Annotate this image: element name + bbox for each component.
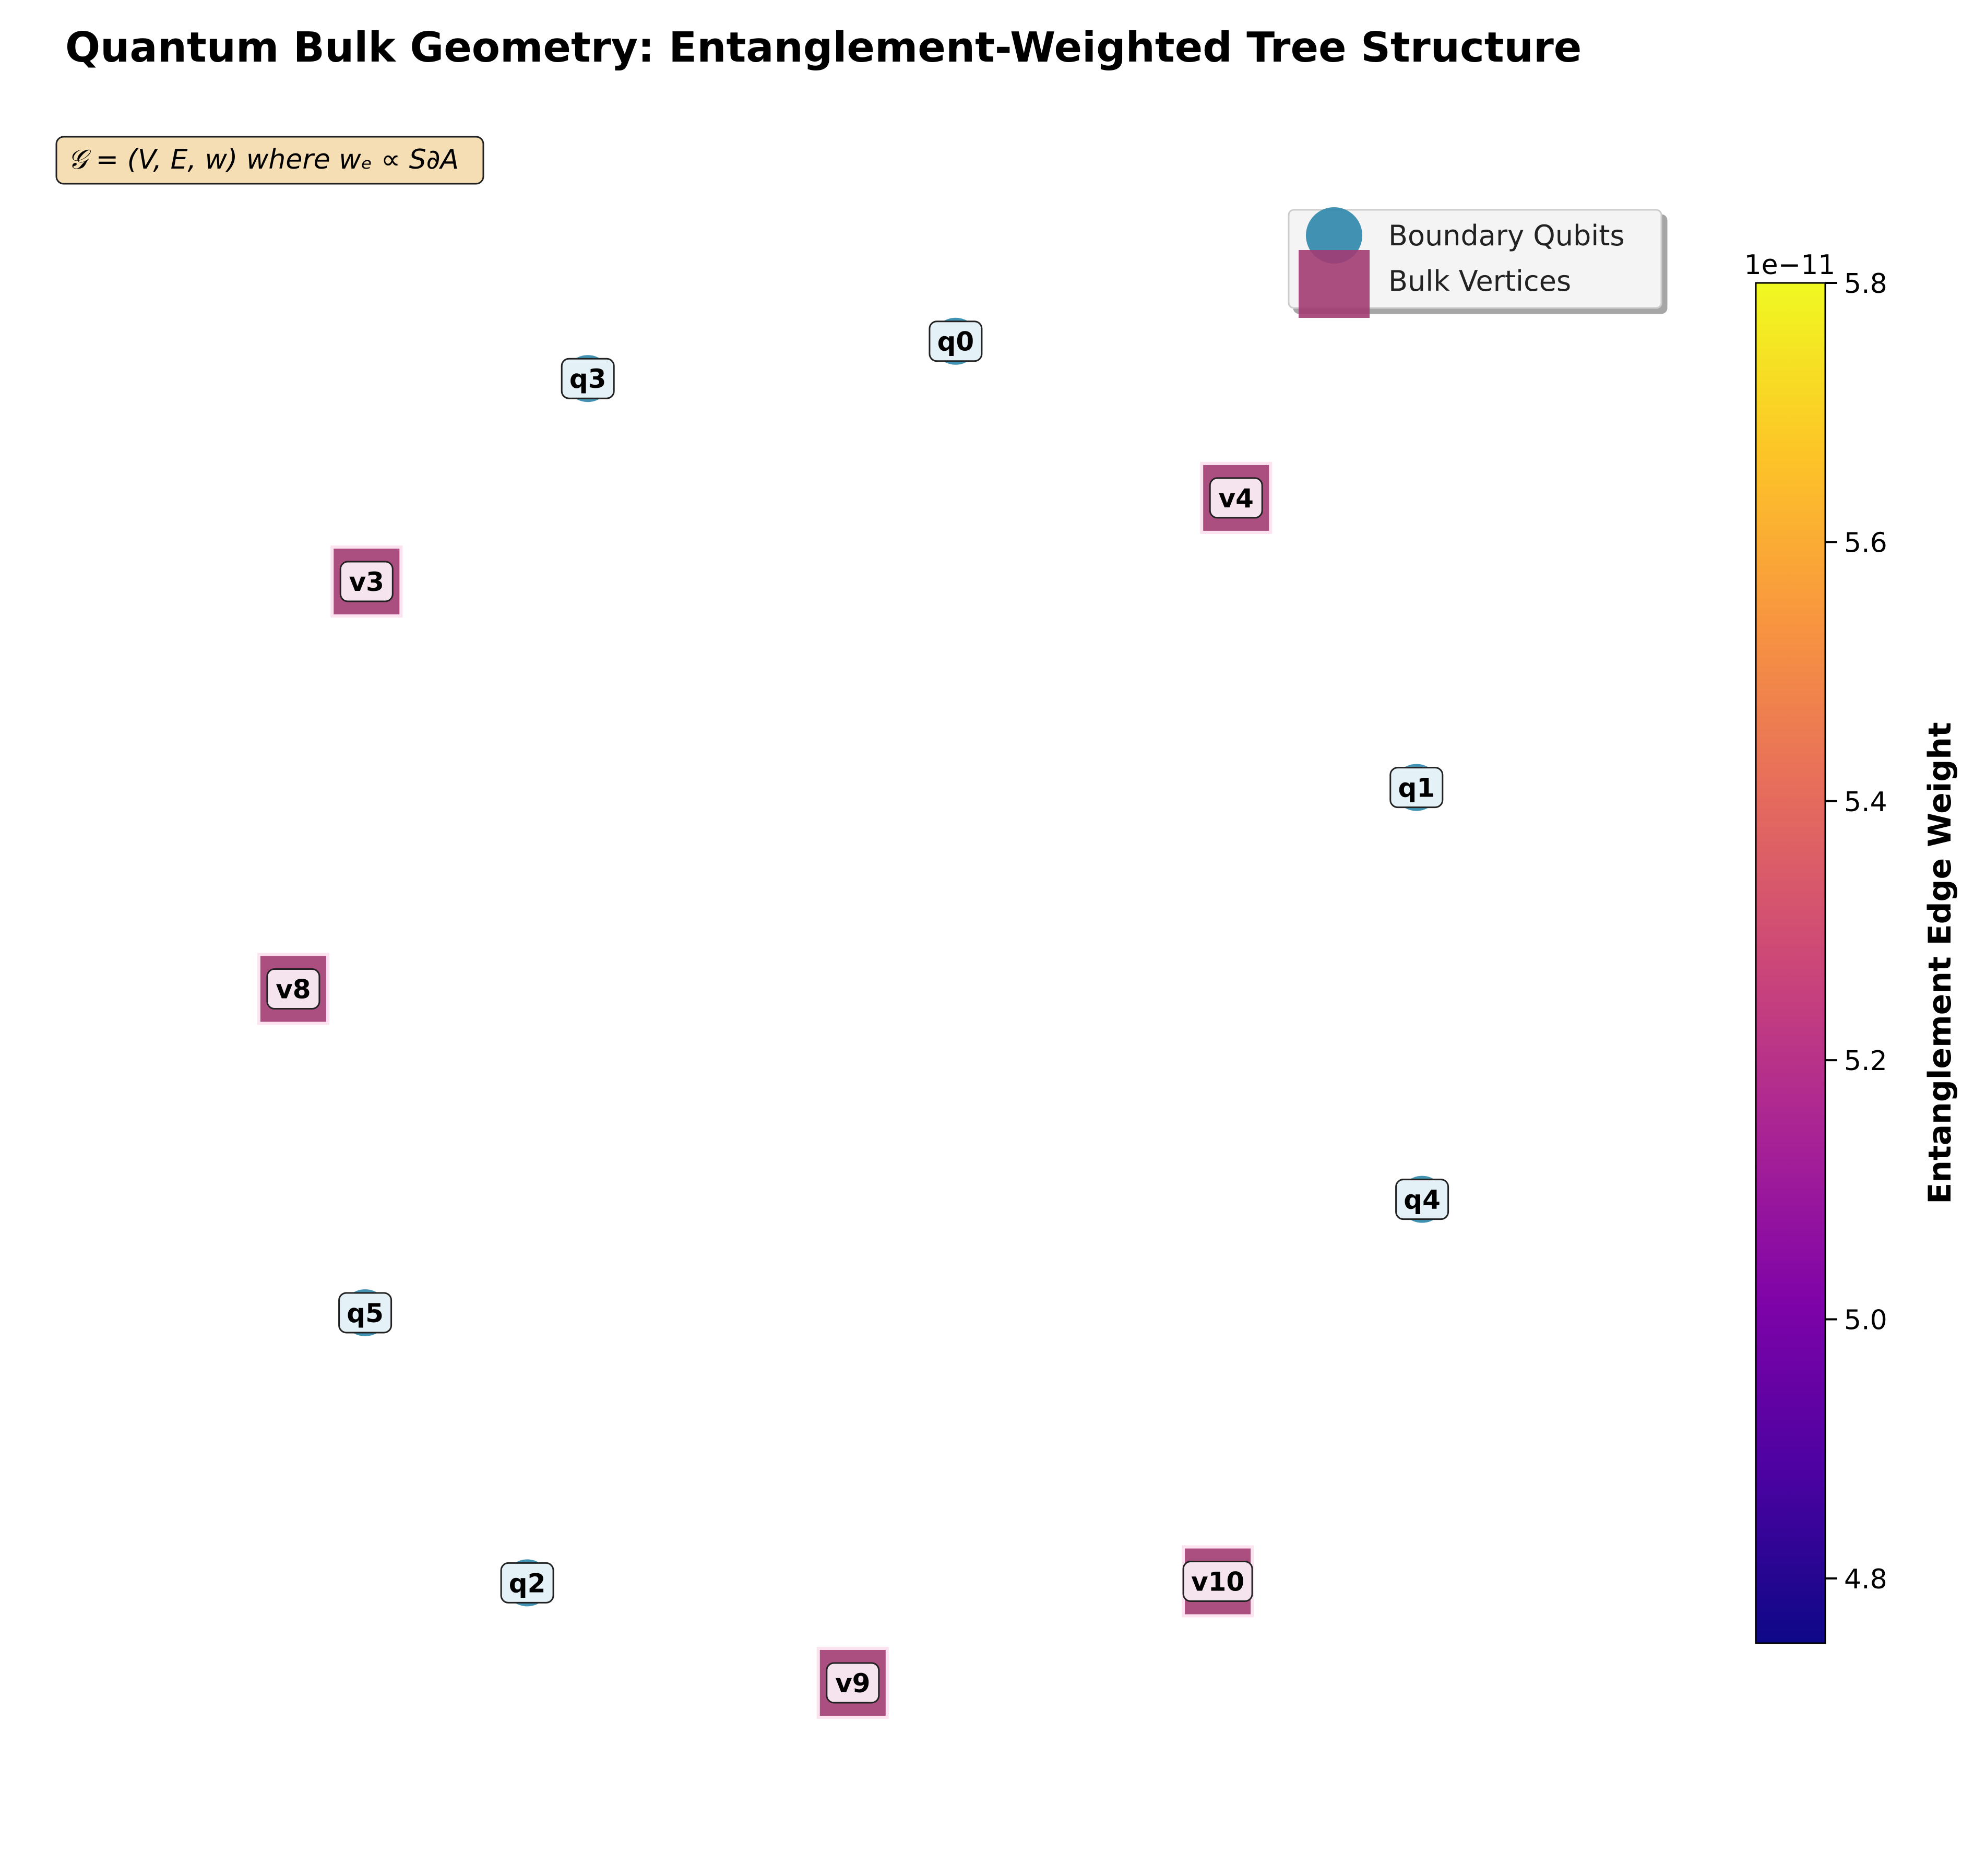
colorbar-ticks: 4.8 5.0 5.2 5.4 5.6 5.8 bbox=[1825, 268, 1887, 1595]
formula-annotation: 𝒢 = (V, E, w) where wₑ ∝ S∂A bbox=[55, 136, 484, 185]
formula-annotation-box bbox=[55, 136, 484, 185]
node-label: v9 bbox=[835, 1668, 870, 1699]
boundary-qubit-node: q3 bbox=[561, 352, 615, 406]
node-label: q2 bbox=[509, 1568, 546, 1598]
legend-frame bbox=[1288, 209, 1662, 309]
colorbar-tick-label: 5.0 bbox=[1844, 1305, 1887, 1336]
boundary-qubit-node: q1 bbox=[1389, 761, 1444, 814]
colorbar-tick-label: 5.6 bbox=[1844, 527, 1887, 559]
colorbar: 1e−11 4.8 5.0 5.2 5.4 5.6 5.8 Entanglement Ed… bbox=[1744, 250, 1958, 1644]
formula-annotation-text: 𝒢 = (V, E, w) where wₑ ∝ S∂A bbox=[68, 144, 459, 175]
legend-entry-boundary-qubits: Boundary Qubits bbox=[1306, 207, 1625, 264]
node-label-box bbox=[561, 358, 615, 399]
node-label-box bbox=[339, 561, 394, 602]
node-label: v4 bbox=[1219, 483, 1254, 514]
colorbar-tick-label: 4.8 bbox=[1844, 1564, 1887, 1595]
node-label-box bbox=[1182, 1561, 1253, 1602]
node-label-box bbox=[266, 968, 320, 1010]
node-label-box bbox=[500, 1562, 554, 1604]
node-label-box bbox=[929, 320, 983, 362]
boundary-qubit-node: q4 bbox=[1395, 1172, 1449, 1226]
legend-label: Boundary Qubits bbox=[1388, 219, 1625, 252]
node-label: q5 bbox=[347, 1298, 384, 1328]
colorbar-offset-label: 1e−11 bbox=[1744, 250, 1836, 281]
node-label-box bbox=[1209, 477, 1263, 519]
node-label-box bbox=[1389, 767, 1444, 809]
colorbar-tick-label: 5.4 bbox=[1844, 787, 1887, 818]
node-label-box bbox=[826, 1662, 880, 1704]
node-label: q3 bbox=[569, 364, 607, 394]
node-label: q4 bbox=[1404, 1185, 1441, 1215]
node-label: v3 bbox=[349, 567, 384, 597]
bulk-vertex-node: v10 bbox=[1182, 1545, 1254, 1618]
legend: Boundary Qubits Bulk Vertices bbox=[1288, 207, 1662, 318]
plot-area: q0 q1 q2 q3 q4 q5 v3 v4 v8 v9 v10 bbox=[257, 314, 1449, 1719]
bulk-vertex-node: v3 bbox=[330, 545, 403, 618]
node-label-box bbox=[338, 1292, 393, 1334]
chart-title: Quantum Bulk Geometry: Entanglement-Weig… bbox=[65, 23, 1582, 72]
legend-square-marker-icon bbox=[1299, 250, 1370, 318]
bulk-vertex-node: v4 bbox=[1200, 461, 1273, 534]
colorbar-tick-label: 5.8 bbox=[1844, 268, 1887, 300]
colorbar-tick-label: 5.2 bbox=[1844, 1046, 1887, 1077]
node-label: v8 bbox=[276, 975, 311, 1005]
legend-circle-marker-icon bbox=[1306, 207, 1362, 264]
bulk-vertex-node: v8 bbox=[257, 953, 329, 1025]
node-label: v10 bbox=[1191, 1567, 1244, 1597]
colorbar-label: Entanglement Edge Weight bbox=[1922, 722, 1958, 1204]
colorbar-gradient bbox=[1755, 282, 1826, 1644]
node-label: q1 bbox=[1398, 773, 1435, 803]
bulk-vertex-node: v9 bbox=[816, 1646, 889, 1719]
boundary-qubit-node: q5 bbox=[338, 1286, 393, 1339]
boundary-qubit-node: q0 bbox=[929, 314, 983, 368]
node-label: q0 bbox=[937, 327, 974, 357]
node-label-box bbox=[1395, 1179, 1449, 1220]
boundary-qubit-node: q2 bbox=[500, 1556, 554, 1610]
legend-entry-bulk-vertices: Bulk Vertices bbox=[1299, 250, 1571, 318]
legend-label: Bulk Vertices bbox=[1388, 265, 1571, 298]
